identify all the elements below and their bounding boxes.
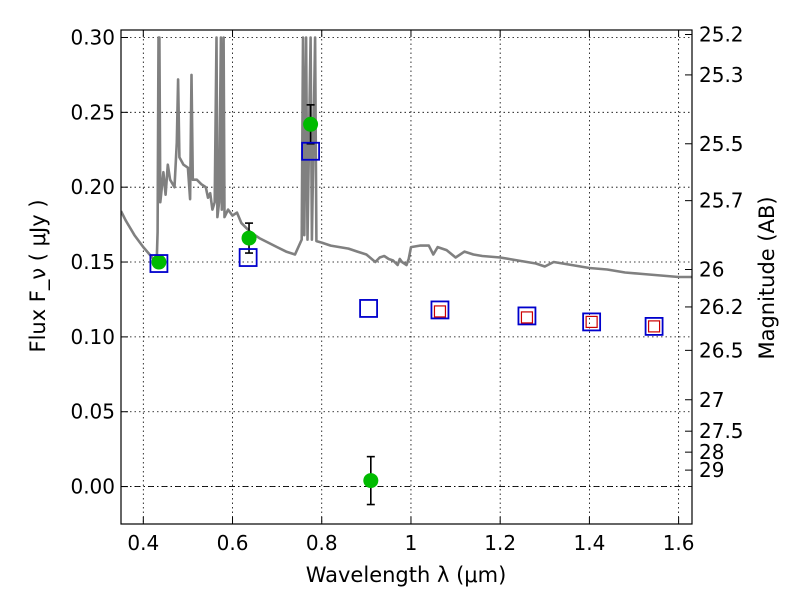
model-point bbox=[301, 141, 320, 161]
mag-tick-label: 26.5 bbox=[699, 338, 744, 362]
grid-layer bbox=[121, 30, 692, 524]
limit-point bbox=[520, 311, 534, 324]
x-tick-label: 1.4 bbox=[573, 531, 605, 555]
observed-point bbox=[151, 254, 167, 270]
mag-tick-label: 26 bbox=[699, 258, 724, 282]
plot-frame bbox=[120, 29, 693, 525]
x-tick-label: 1 bbox=[405, 531, 418, 555]
model-point bbox=[582, 312, 602, 332]
mag-tick-label: 26.2 bbox=[699, 295, 744, 319]
limit-point bbox=[585, 315, 598, 329]
y-tick-label: 0.25 bbox=[70, 100, 115, 124]
mag-tick-label: 25.3 bbox=[699, 63, 744, 87]
tick-layer: 0.4 0.6 0.8 1 1.2 1.4 1.6 0.00 0.05 0.10 0.15 0.20 0… bbox=[70, 22, 743, 555]
spectrum-line bbox=[121, 36, 692, 279]
observed-point bbox=[363, 473, 379, 489]
limit-point bbox=[433, 305, 447, 318]
model-point bbox=[238, 248, 258, 267]
x-tick-label: 1.2 bbox=[484, 531, 516, 555]
y-tick-label: 0.10 bbox=[70, 325, 115, 349]
mag-tick-label: 27.5 bbox=[699, 419, 744, 443]
mag-tick-label: 29 bbox=[699, 458, 724, 482]
mag-tick-label: 25.7 bbox=[699, 189, 744, 213]
model-point bbox=[430, 300, 450, 320]
x-tick-label: 1.6 bbox=[663, 531, 695, 555]
x-tick-label: 0.4 bbox=[127, 531, 159, 555]
y-tick-label: 0.20 bbox=[70, 175, 115, 199]
observed-point bbox=[303, 116, 319, 132]
mag-tick-label: 25.2 bbox=[699, 22, 744, 46]
y-axis-label: Flux F_ν ( μJy ) bbox=[26, 199, 51, 352]
plot-area bbox=[121, 36, 692, 506]
observed-point bbox=[241, 230, 257, 246]
x-axis-label: Wavelength λ (μm) bbox=[306, 563, 507, 587]
mag-tick-label: 27 bbox=[699, 388, 724, 412]
model-point bbox=[359, 299, 378, 318]
limit-point bbox=[647, 320, 661, 333]
right-axis-label: Magnitude (AB) bbox=[755, 196, 779, 359]
y-tick-label: 0.15 bbox=[70, 250, 115, 274]
x-tick-label: 0.8 bbox=[306, 531, 338, 555]
x-tick-label: 0.6 bbox=[217, 531, 249, 555]
mag-tick-label: 25.5 bbox=[699, 132, 744, 156]
y-tick-label: 0.30 bbox=[70, 25, 115, 49]
model-point bbox=[644, 316, 664, 336]
y-tick-label: 0.05 bbox=[70, 400, 115, 424]
y-tick-label: 0.00 bbox=[70, 475, 115, 499]
model-point bbox=[517, 306, 537, 326]
mag-tick-label: 28 bbox=[699, 440, 724, 464]
model-point bbox=[149, 254, 169, 273]
